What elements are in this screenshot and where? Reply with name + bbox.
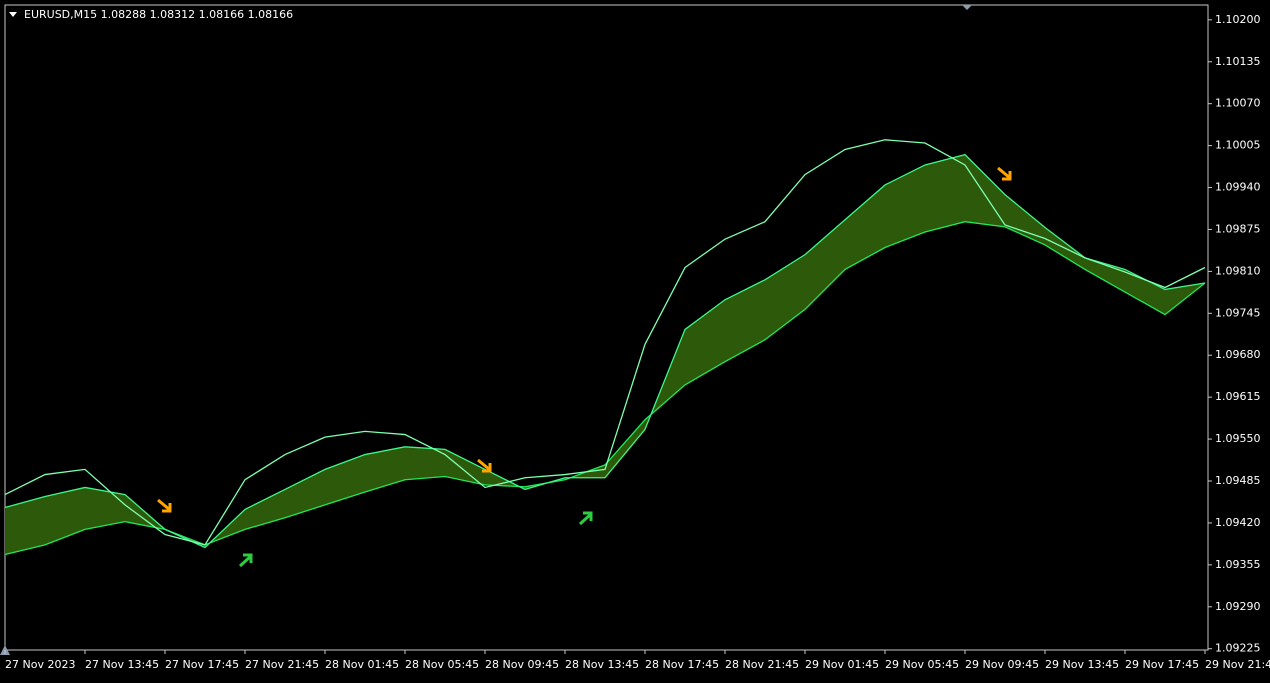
signal-arrows — [157, 166, 1012, 568]
y-tick-label: 1.09355 — [1215, 558, 1261, 571]
sell-arrow — [477, 458, 492, 473]
x-tick-label: 29 Nov 09:45 — [965, 658, 1039, 671]
buy-arrow — [578, 511, 593, 526]
band-fill — [5, 154, 1205, 555]
y-tick-label: 1.10135 — [1215, 55, 1261, 68]
y-tick-label: 1.09745 — [1215, 306, 1261, 319]
x-tick-label: 28 Nov 21:45 — [725, 658, 799, 671]
y-tick-label: 1.09680 — [1215, 348, 1261, 361]
shift-marker — [962, 5, 972, 10]
x-tick-label: 28 Nov 13:45 — [565, 658, 639, 671]
x-tick-label: 29 Nov 17:45 — [1125, 658, 1199, 671]
y-tick-label: 1.09485 — [1215, 474, 1261, 487]
x-tick-label: 27 Nov 2023 — [5, 658, 75, 671]
x-tick-label: 28 Nov 09:45 — [485, 658, 559, 671]
x-tick-label: 29 Nov 01:45 — [805, 658, 879, 671]
y-tick-label: 1.09940 — [1215, 181, 1261, 194]
y-tick-label: 1.09420 — [1215, 516, 1261, 529]
x-tick-label: 27 Nov 13:45 — [85, 658, 159, 671]
y-tick-label: 1.09550 — [1215, 432, 1261, 445]
sell-arrow — [997, 166, 1012, 181]
x-tick-label: 29 Nov 21:45 — [1205, 658, 1270, 671]
y-tick-label: 1.09810 — [1215, 264, 1261, 277]
x-tick-label: 28 Nov 17:45 — [645, 658, 719, 671]
chart-title: EURUSD,M15 1.08288 1.08312 1.08166 1.081… — [24, 8, 293, 21]
y-tick-label: 1.10070 — [1215, 97, 1261, 110]
x-tick-label: 27 Nov 17:45 — [165, 658, 239, 671]
x-tick-label: 27 Nov 21:45 — [245, 658, 319, 671]
x-tick-label: 29 Nov 05:45 — [885, 658, 959, 671]
sell-arrow — [157, 498, 172, 513]
x-tick-label: 29 Nov 13:45 — [1045, 658, 1119, 671]
plot-border — [4, 4, 1209, 651]
y-tick-label: 1.10005 — [1215, 139, 1261, 152]
x-tick-label: 28 Nov 05:45 — [405, 658, 479, 671]
series-line — [4, 153, 1206, 549]
series-line — [4, 139, 1206, 546]
menu-triangle — [9, 12, 17, 17]
x-tick-label: 28 Nov 01:45 — [325, 658, 399, 671]
y-tick-label: 1.09875 — [1215, 222, 1261, 235]
y-tick-label: 1.09290 — [1215, 600, 1261, 613]
y-tick-label: 1.09225 — [1215, 642, 1261, 655]
buy-arrow — [238, 553, 253, 568]
y-tick-label: 1.09615 — [1215, 390, 1261, 403]
y-tick-label: 1.10200 — [1215, 13, 1261, 26]
